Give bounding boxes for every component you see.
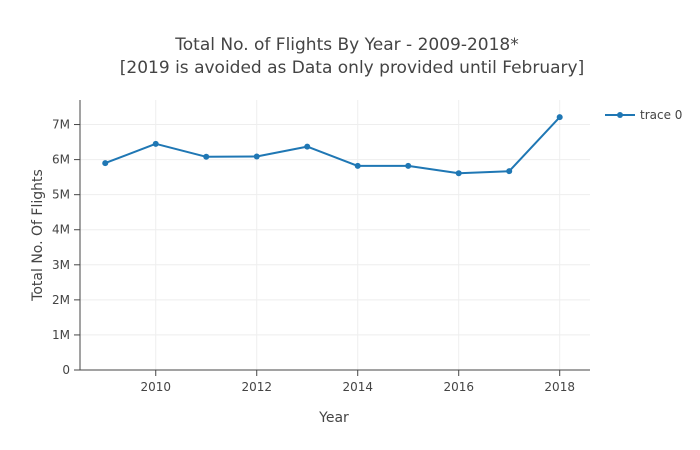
chart-title: Total No. of Flights By Year - 2009-2018… (174, 35, 518, 55)
y-axis-title: Total No. Of Flights (30, 169, 46, 302)
y-tick-label: 7M (52, 118, 70, 132)
data-point[interactable] (152, 140, 159, 147)
data-point[interactable] (354, 162, 361, 169)
x-tick-label: 2014 (342, 380, 373, 394)
y-tick-label: 0 (62, 363, 70, 377)
legend-label: trace 0 (640, 108, 682, 122)
series-layer (102, 114, 563, 177)
y-tick-label: 3M (52, 258, 70, 272)
data-point[interactable] (405, 162, 412, 169)
x-tick-label: 2010 (140, 380, 171, 394)
axes (74, 100, 590, 376)
x-axis-title: Year (318, 410, 349, 426)
x-tick-label: 2012 (241, 380, 272, 394)
x-tick-label: 2018 (544, 380, 575, 394)
legend-marker (617, 112, 623, 118)
data-point[interactable] (253, 153, 260, 160)
y-tick-label: 4M (52, 223, 70, 237)
chart-subtitle: [2019 is avoided as Data only provided u… (120, 58, 584, 78)
data-point[interactable] (506, 168, 513, 175)
data-point[interactable] (304, 143, 311, 150)
y-tick-label: 5M (52, 188, 70, 202)
y-tick-label: 1M (52, 328, 70, 342)
y-tick-label: 6M (52, 153, 70, 167)
y-tick-label: 2M (52, 293, 70, 307)
legend[interactable]: trace 0 (605, 108, 682, 122)
data-point[interactable] (556, 114, 563, 121)
data-point[interactable] (203, 153, 210, 160)
data-point[interactable] (455, 170, 462, 177)
grid-lines (80, 100, 590, 370)
x-tick-label: 2016 (443, 380, 474, 394)
data-point[interactable] (102, 160, 109, 167)
tick-labels: 0 1M 2M 3M 4M 5M 6M 7M 2010 2012 2014 2016 2018 (52, 118, 575, 394)
series-line (104, 116, 561, 175)
